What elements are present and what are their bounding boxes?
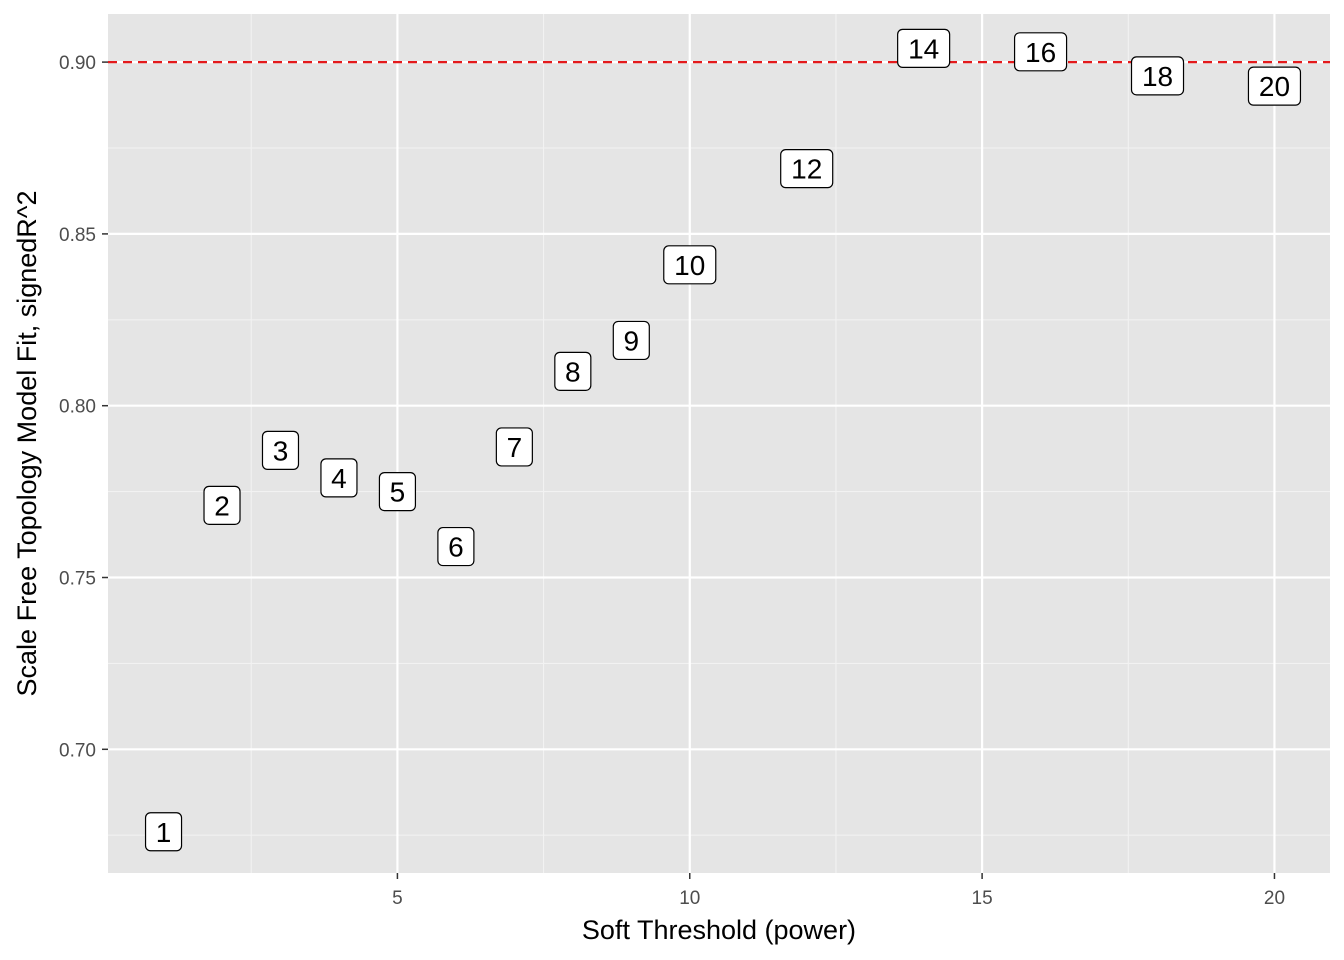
point-label-20: 20 <box>1247 66 1302 106</box>
point-label-10: 10 <box>663 245 717 285</box>
point-label-box <box>378 472 417 512</box>
point-label-18: 18 <box>1130 56 1185 96</box>
point-label-text: 5 <box>390 477 406 508</box>
point-label-box <box>437 526 475 567</box>
y-tick-label: 0.80 <box>59 397 96 418</box>
point-label-text: 9 <box>624 325 640 356</box>
plot-panel <box>108 14 1330 873</box>
point-label-text: 7 <box>507 432 523 463</box>
point-label-box <box>780 149 834 189</box>
point-label-box <box>663 245 717 285</box>
y-axis-ticks: 0.70 0.75 0.80 0.85 0.90 <box>59 53 108 761</box>
point-label-text: 6 <box>448 532 464 563</box>
y-tick-label: 0.70 <box>59 740 96 761</box>
point-label-text: 18 <box>1142 61 1173 92</box>
point-label-1: 1 <box>144 812 183 852</box>
point-label-text: 4 <box>331 463 347 494</box>
x-tick-label: 5 <box>392 888 403 909</box>
point-label-box <box>320 458 358 498</box>
x-tick-label: 10 <box>679 888 700 909</box>
point-label-box <box>495 427 533 467</box>
point-label-box <box>554 351 592 391</box>
point-label-box <box>897 28 951 68</box>
point-label-box <box>203 485 241 525</box>
point-label-14: 14 <box>897 28 951 68</box>
point-label-text: 3 <box>273 435 289 466</box>
point-label-text: 2 <box>214 490 230 521</box>
point-label-2: 2 <box>203 485 241 525</box>
point-label-box <box>261 430 300 470</box>
point-label-3: 3 <box>261 430 300 470</box>
y-tick-label: 0.90 <box>59 53 96 74</box>
point-label-4: 4 <box>320 458 358 498</box>
x-tick-label: 15 <box>972 888 993 909</box>
point-label-8: 8 <box>554 351 592 391</box>
minor-gridlines <box>108 14 1330 873</box>
x-tick-label: 20 <box>1264 888 1285 909</box>
point-label-12: 12 <box>780 149 834 189</box>
x-axis-ticks: 5 10 15 20 <box>392 873 1285 909</box>
point-label-text: 12 <box>791 154 822 185</box>
point-label-9: 9 <box>612 320 650 361</box>
point-label-box <box>1013 32 1068 72</box>
y-tick-label: 0.75 <box>59 569 96 590</box>
x-axis-title: Soft Threshold (power) <box>582 915 856 945</box>
point-label-text: 14 <box>908 33 939 64</box>
point-label-7: 7 <box>495 427 533 467</box>
y-axis-title: Scale Free Topology Model Fit, signedR^2 <box>12 191 42 697</box>
point-label-box <box>144 812 183 852</box>
point-label-5: 5 <box>378 472 417 512</box>
point-label-box <box>1130 56 1185 96</box>
point-label-text: 8 <box>565 356 581 387</box>
y-tick-label: 0.85 <box>59 225 96 246</box>
point-label-text: 10 <box>674 250 705 281</box>
point-label-6: 6 <box>437 526 475 567</box>
point-label-box <box>612 320 650 361</box>
point-label-box <box>1247 66 1302 106</box>
point-label-text: 20 <box>1259 71 1290 102</box>
point-label-16: 16 <box>1013 32 1068 72</box>
point-label-text: 1 <box>156 817 172 848</box>
point-label-text: 16 <box>1025 37 1056 68</box>
